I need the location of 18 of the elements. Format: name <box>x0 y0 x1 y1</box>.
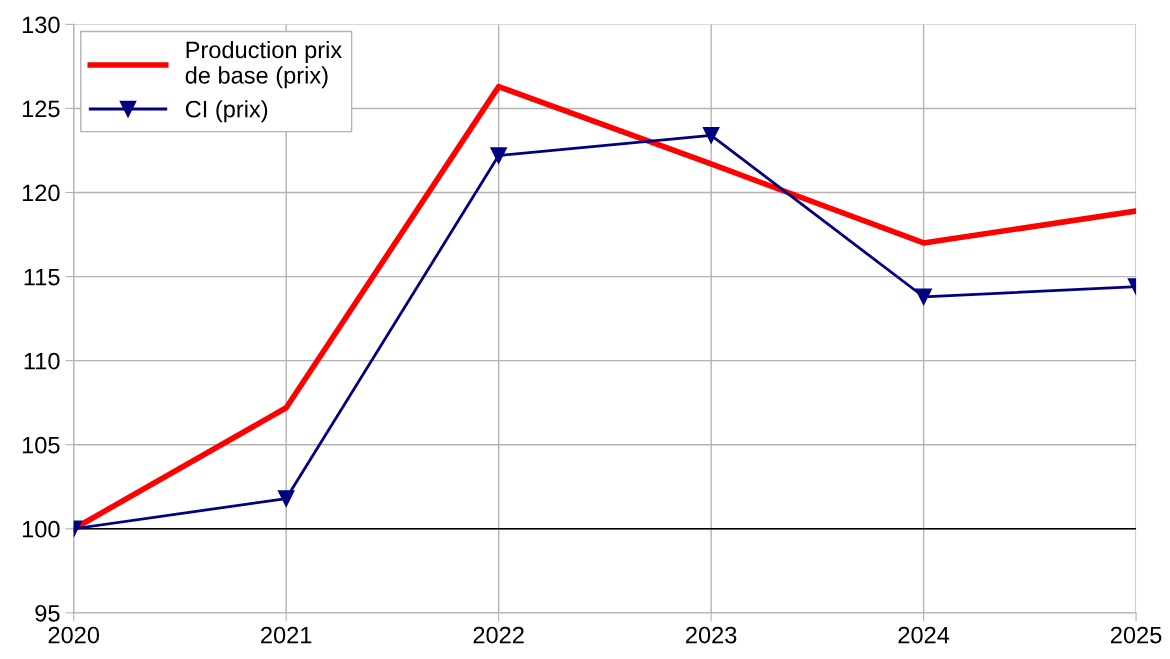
y-tick-label: 130 <box>22 16 60 34</box>
y-tick-label: 95 <box>35 604 60 622</box>
legend-label: Production prix de base (prix) <box>185 40 342 89</box>
y-tick-label: 110 <box>24 352 60 370</box>
y-tick-label: 120 <box>22 184 60 202</box>
x-tick-label: 2024 <box>898 626 950 644</box>
x-tick-label: 2021 <box>261 626 312 644</box>
y-tick-label: 125 <box>22 100 60 118</box>
y-tick-label: 115 <box>24 268 60 286</box>
x-tick-label: 2025 <box>1111 626 1162 644</box>
y-tick-label: 100 <box>22 520 60 538</box>
x-tick-label: 2023 <box>686 626 737 644</box>
y-tick-label: 105 <box>22 436 60 454</box>
legend-label: CI (prix) <box>185 100 268 123</box>
point <box>702 127 720 144</box>
x-tick-label: 2022 <box>473 626 524 644</box>
point <box>490 147 507 164</box>
x-tick-label: 2020 <box>48 626 100 644</box>
